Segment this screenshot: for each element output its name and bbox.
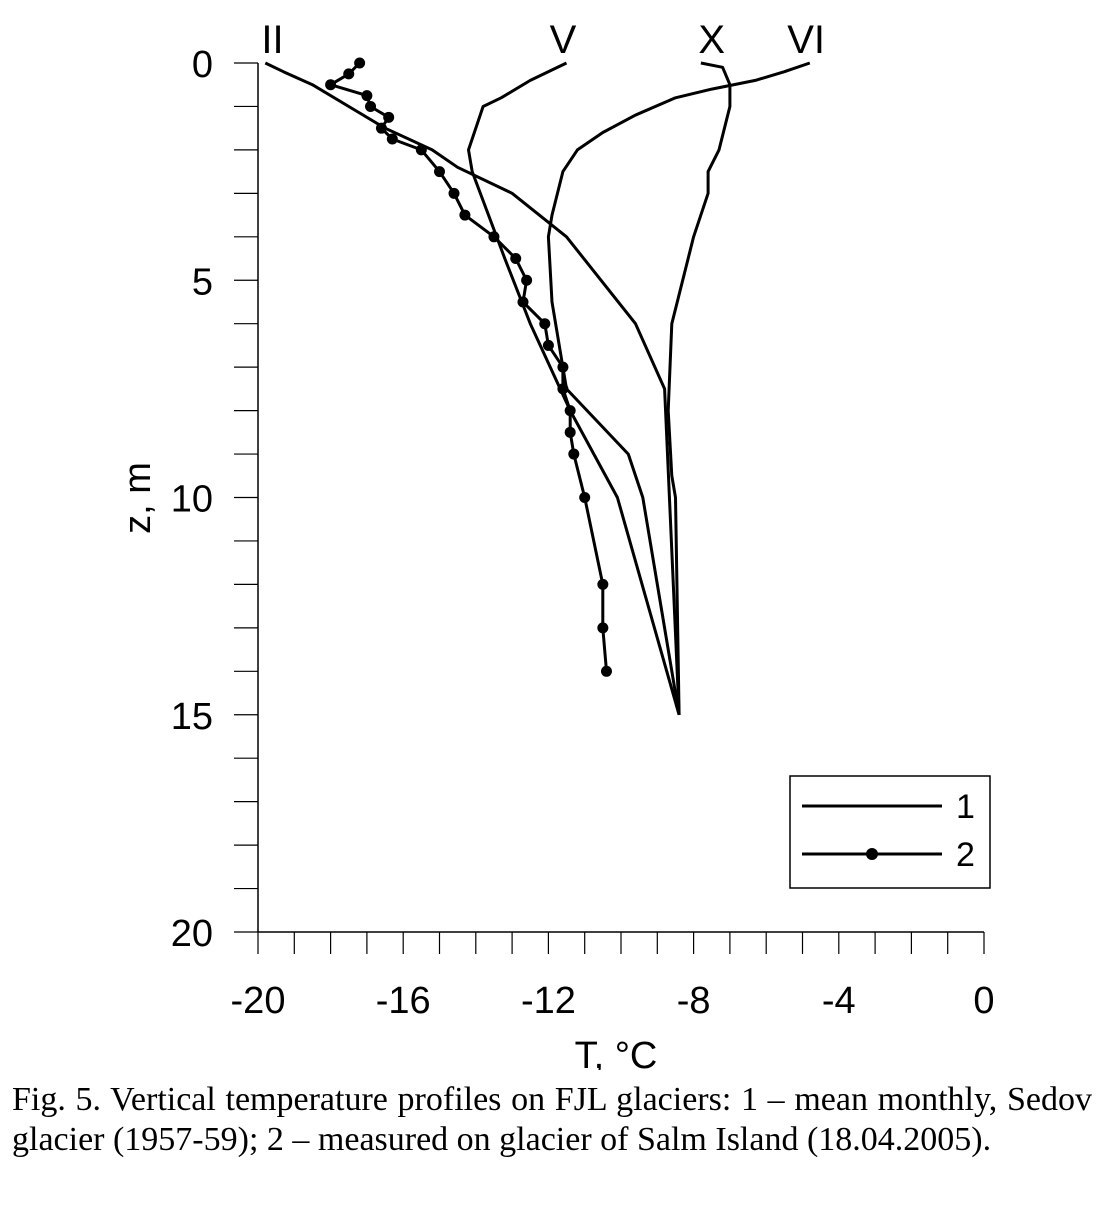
legend-box — [789, 775, 991, 889]
data-point — [539, 318, 551, 330]
data-point — [557, 383, 569, 395]
data-point — [415, 144, 427, 156]
data-point — [510, 253, 522, 265]
data-point — [597, 622, 609, 634]
series-line-II — [264, 61, 681, 715]
data-point — [343, 68, 355, 80]
data-point — [386, 133, 398, 145]
x-tick-label: -20 — [231, 980, 286, 1022]
data-point — [521, 274, 533, 286]
x-axis-label: T, °C — [575, 1035, 658, 1070]
series-group — [264, 57, 811, 716]
axes: 0 5 10 15 20 -20 -16 -12 -8 -4 0 — [171, 44, 995, 1022]
data-point — [325, 79, 337, 91]
data-point — [517, 296, 529, 308]
figure-caption: Fig. 5. Vertical temperature profiles on… — [12, 1081, 1092, 1158]
legend-label-2: 2 — [956, 836, 975, 874]
series-line-X — [666, 61, 732, 715]
legend: 12 — [789, 775, 991, 889]
data-point — [361, 90, 373, 102]
x-tick-label: -16 — [376, 980, 431, 1022]
data-point — [383, 111, 395, 123]
legend-marker — [866, 848, 878, 860]
x-tick-label: -8 — [677, 980, 711, 1022]
series-line-V — [467, 61, 681, 716]
data-point — [354, 57, 366, 69]
y-tick-label: 10 — [171, 479, 213, 521]
series-line-VI — [546, 61, 811, 716]
x-tick-label: -4 — [822, 980, 856, 1022]
data-point — [375, 122, 387, 134]
data-point — [448, 187, 460, 199]
y-axis-label: z, m — [117, 462, 159, 534]
data-point — [564, 426, 576, 438]
curve-labels: II V X VI — [261, 18, 825, 62]
data-point — [579, 492, 591, 503]
data-point — [600, 665, 612, 677]
x-tick-label: -12 — [521, 980, 576, 1022]
data-point — [459, 209, 471, 221]
curve-label-X: X — [698, 18, 725, 62]
y-tick-label: 0 — [192, 44, 213, 86]
data-point — [434, 166, 445, 178]
x-tick-label: 0 — [973, 980, 994, 1022]
curve-label-II: II — [261, 18, 283, 62]
y-tick-label: 5 — [192, 261, 213, 303]
curve-label-V: V — [550, 18, 577, 62]
legend-label-1: 1 — [956, 788, 975, 826]
y-tick-label: 15 — [171, 696, 213, 738]
y-tick-label: 20 — [171, 913, 213, 955]
curve-label-VI: VI — [787, 18, 825, 62]
data-point — [557, 361, 569, 373]
data-point — [597, 578, 609, 590]
data-point — [542, 339, 554, 351]
data-point — [564, 405, 576, 417]
data-point — [568, 448, 580, 460]
data-point — [365, 100, 377, 112]
data-point — [488, 231, 500, 243]
